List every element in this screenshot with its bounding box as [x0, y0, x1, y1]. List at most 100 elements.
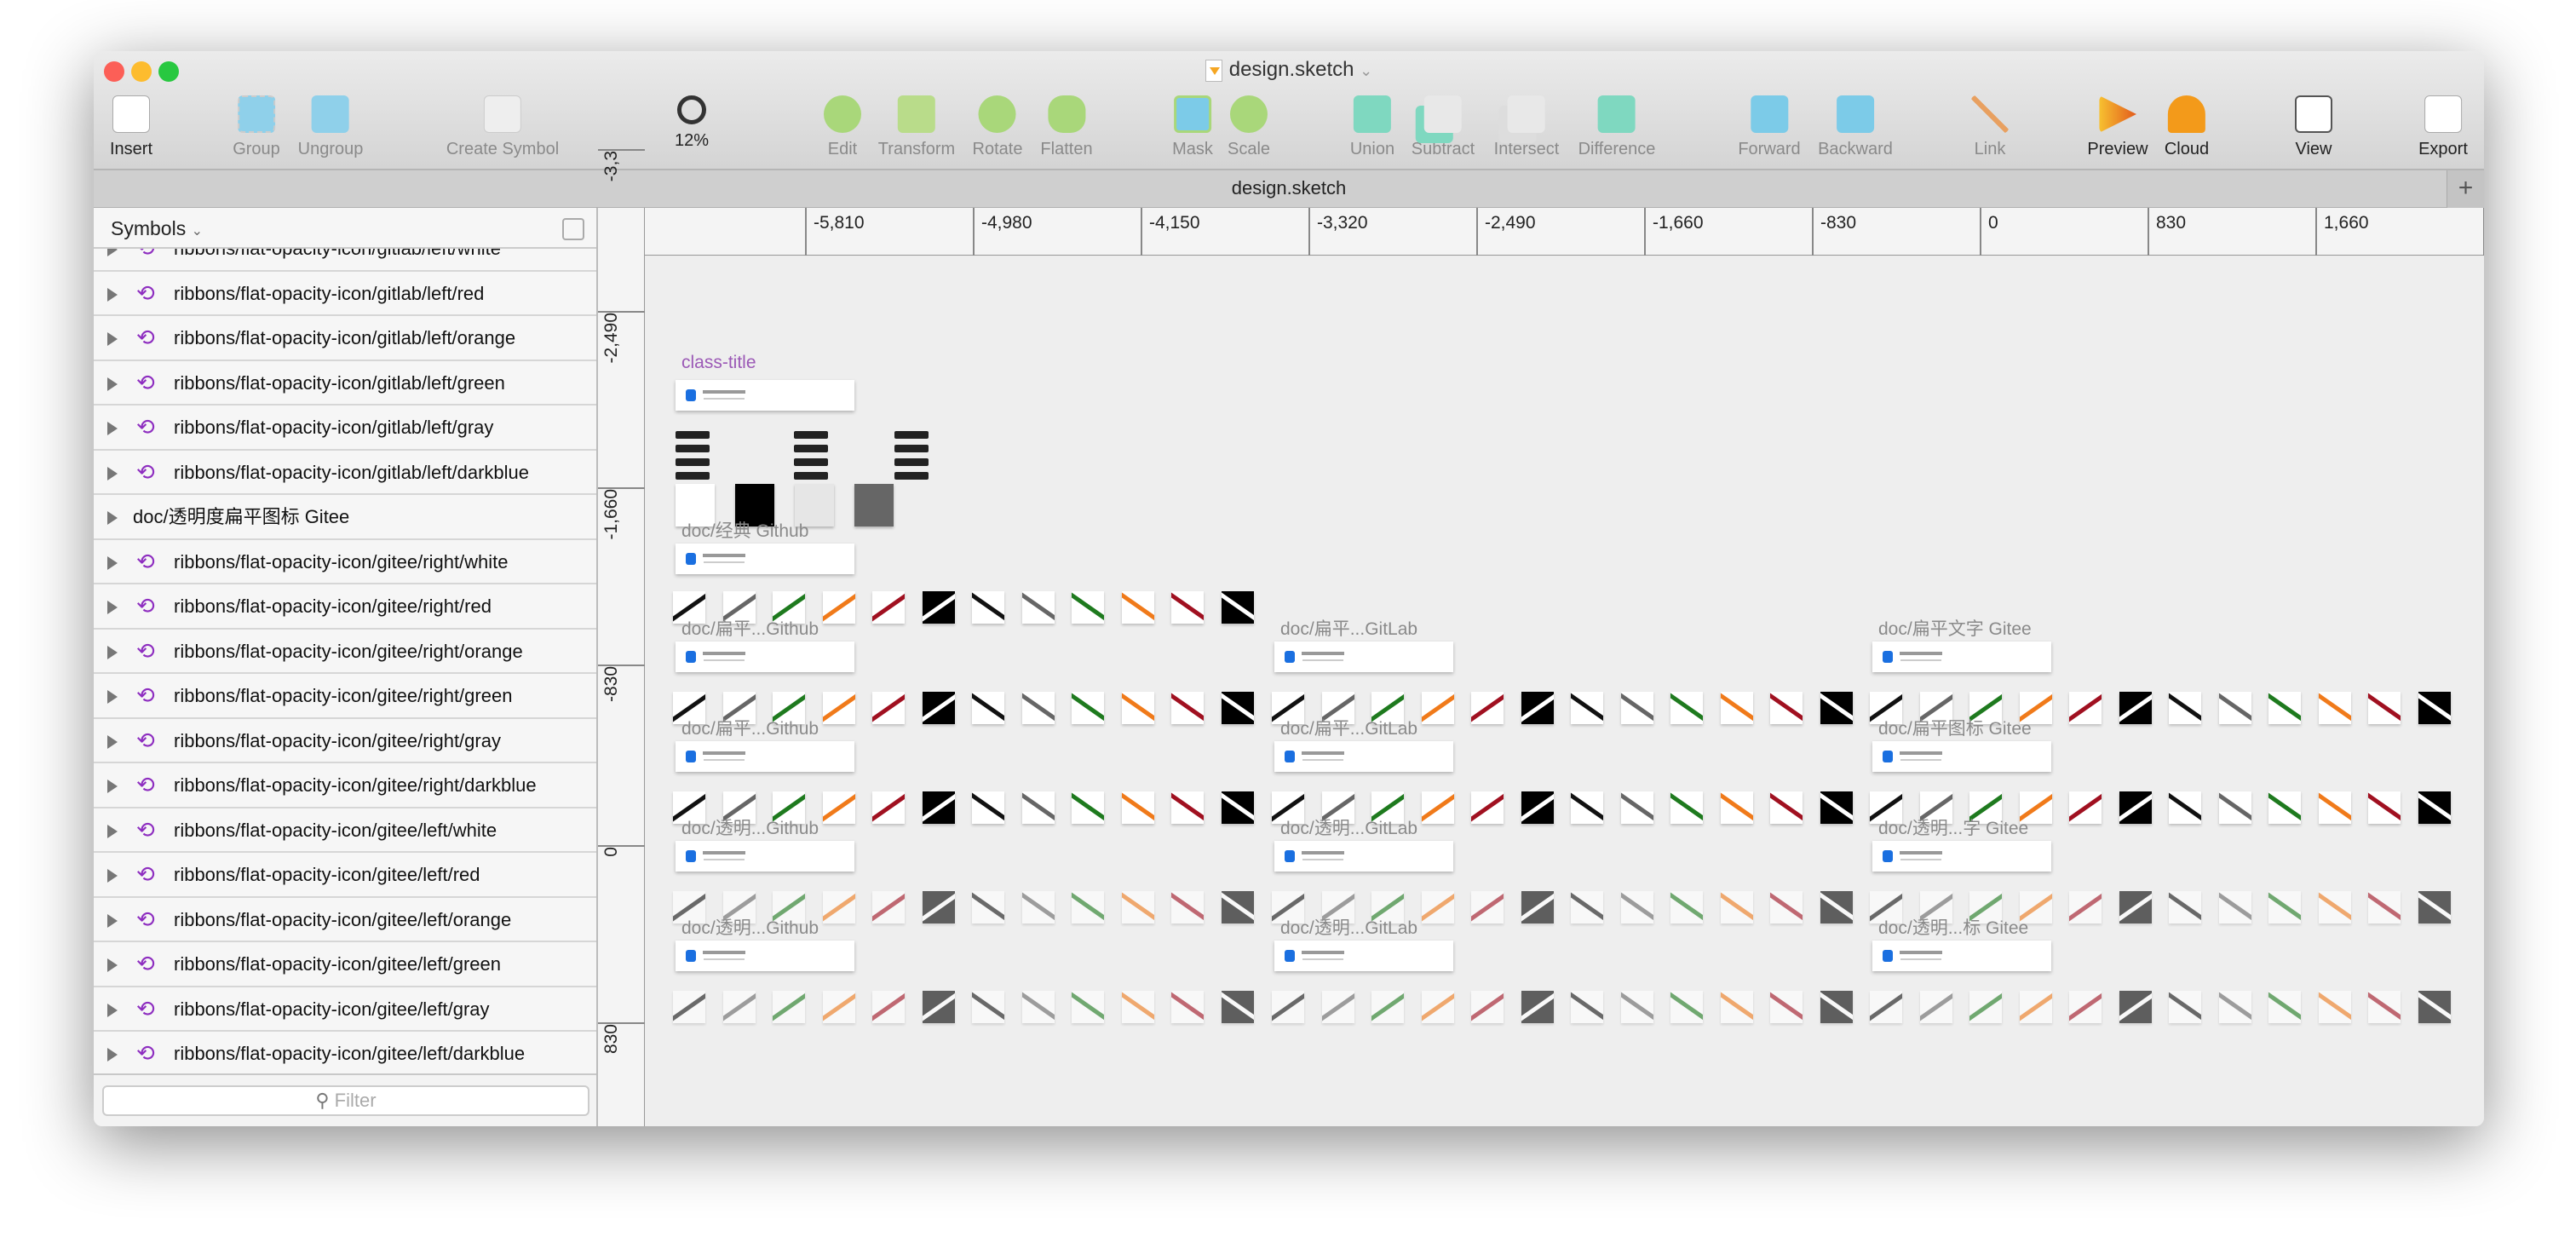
symbol-layer[interactable]: ⟲ ribbons/flat-opacity-icon/gitee/right/g…	[94, 674, 596, 719]
ribbon-symbol[interactable]	[1221, 891, 1254, 923]
ribbon-symbol[interactable]	[673, 591, 705, 624]
disclosure-triangle-icon[interactable]	[107, 511, 118, 525]
ribbon-symbol[interactable]	[1620, 791, 1653, 824]
ribbon-symbol[interactable]	[1820, 791, 1853, 824]
disclosure-triangle-icon[interactable]	[107, 377, 118, 391]
ribbon-symbol[interactable]	[2069, 891, 2102, 923]
forward-button[interactable]: Forward	[1738, 95, 1801, 159]
ribbon-symbol[interactable]	[2268, 692, 2301, 724]
ribbon-symbol[interactable]	[2418, 692, 2451, 724]
symbol-layer[interactable]: ⟲ ribbons/flat-opacity-icon/gitee/right/w…	[94, 540, 596, 584]
page-selector[interactable]: Symbols ⌄	[94, 208, 596, 249]
ribbon-symbol[interactable]	[1221, 791, 1254, 824]
doc-card[interactable]	[1274, 642, 1453, 672]
disclosure-triangle-icon[interactable]	[107, 555, 118, 570]
ribbon-symbol[interactable]	[1720, 991, 1753, 1023]
badge-sample[interactable]	[794, 472, 828, 480]
ribbon-symbol[interactable]	[1471, 991, 1504, 1023]
ribbon-symbol[interactable]	[1321, 991, 1354, 1023]
ribbon-symbol[interactable]	[1421, 891, 1454, 923]
ribbon-symbol[interactable]	[972, 891, 1004, 923]
ribbon-symbol[interactable]	[722, 791, 756, 824]
ribbon-symbol[interactable]	[2268, 791, 2301, 824]
ribbon-symbol[interactable]	[972, 991, 1004, 1023]
transform-button[interactable]: Transform	[878, 95, 955, 159]
ribbon-symbol[interactable]	[2119, 991, 2152, 1023]
top-ruler[interactable]: -5,810 -4,980 -4,150 -3,320 -2,490 -1,660 -830…	[645, 208, 2484, 256]
ribbon-symbol[interactable]	[1870, 692, 1902, 724]
disclosure-triangle-icon[interactable]	[107, 690, 118, 704]
ribbon-symbol[interactable]	[1870, 891, 1902, 923]
link-button[interactable]: Link	[1971, 95, 2009, 159]
ribbon-symbol[interactable]	[1221, 591, 1254, 624]
badge-sample[interactable]	[842, 431, 876, 439]
create-symbol-button[interactable]: Create Symbol	[446, 95, 559, 159]
disclosure-triangle-icon[interactable]	[107, 422, 118, 435]
left-ruler[interactable]: -3,3 -2,490 -1,660 -830 0 830	[598, 149, 645, 1126]
ribbon-symbol[interactable]	[1770, 692, 1803, 724]
ribbon-symbol[interactable]	[1969, 991, 2002, 1023]
ribbon-symbol[interactable]	[1969, 791, 2002, 824]
ribbon-symbol[interactable]	[2268, 891, 2301, 923]
symbol-layer[interactable]: ⟲ ribbons/flat-opacity-icon/gitlab/left/r…	[94, 272, 596, 316]
filter-input[interactable]: ⚲ Filter	[102, 1085, 589, 1116]
ribbon-symbol[interactable]	[1421, 991, 1454, 1023]
ribbon-symbol[interactable]	[2418, 991, 2451, 1023]
ribbon-symbol[interactable]	[1720, 891, 1753, 923]
ribbon-symbol[interactable]	[2169, 891, 2201, 923]
disclosure-triangle-icon[interactable]	[107, 287, 118, 302]
ribbon-symbol[interactable]	[2019, 991, 2052, 1023]
badge-sample[interactable]	[842, 472, 876, 480]
symbol-layer[interactable]: ⟲ ribbons/flat-opacity-icon/gitee/right/o…	[94, 630, 596, 674]
ribbon-symbol[interactable]	[1371, 791, 1404, 824]
ribbon-symbol[interactable]	[1072, 591, 1104, 624]
ribbon-symbol[interactable]	[1072, 991, 1104, 1023]
group-button[interactable]: Group	[233, 95, 280, 159]
zoom-button[interactable]: 12%	[675, 95, 709, 151]
ribbon-symbol[interactable]	[2019, 791, 2052, 824]
badge-sample[interactable]	[676, 458, 710, 466]
insert-button[interactable]: Insert	[110, 95, 152, 159]
ribbon-symbol[interactable]	[1021, 891, 1055, 923]
ribbon-symbol[interactable]	[1171, 991, 1204, 1023]
ribbon-symbol[interactable]	[1421, 791, 1454, 824]
disclosure-triangle-icon[interactable]	[107, 913, 118, 928]
ribbon-symbol[interactable]	[1521, 692, 1554, 724]
ribbon-symbol[interactable]	[1121, 692, 1154, 724]
badge-sample[interactable]	[894, 458, 929, 466]
ribbon-symbol[interactable]	[2218, 891, 2251, 923]
disclosure-triangle-icon[interactable]	[107, 332, 118, 346]
ribbon-symbol[interactable]	[2368, 791, 2401, 824]
ribbon-symbol[interactable]	[2218, 791, 2251, 824]
doc-card[interactable]	[676, 642, 854, 672]
badge-sample[interactable]	[722, 445, 756, 452]
ribbon-symbol[interactable]	[2169, 692, 2201, 724]
ribbon-symbol[interactable]	[2318, 791, 2351, 824]
ribbon-symbol[interactable]	[872, 591, 905, 624]
badge-sample[interactable]	[842, 445, 876, 452]
canvas[interactable]: class-title doc/经典 Github doc/扁平...Github d…	[646, 256, 2484, 1126]
ribbon-symbol[interactable]	[872, 692, 905, 724]
theme-sample[interactable]	[676, 484, 715, 526]
ribbon-symbol[interactable]	[1272, 692, 1304, 724]
ribbon-symbol[interactable]	[773, 591, 805, 624]
close-button[interactable]	[104, 61, 124, 82]
ribbon-symbol[interactable]	[1371, 991, 1404, 1023]
ribbon-symbol[interactable]	[773, 692, 805, 724]
ribbon-symbol[interactable]	[1670, 791, 1703, 824]
ribbon-symbol[interactable]	[1072, 692, 1104, 724]
collapse-button[interactable]	[562, 218, 584, 240]
disclosure-triangle-icon[interactable]	[107, 645, 118, 659]
symbol-layer[interactable]: ⟲ ribbons/flat-opacity-icon/gitee/left/or…	[94, 898, 596, 942]
doc-card[interactable]	[676, 841, 854, 872]
ribbon-symbol[interactable]	[1021, 991, 1055, 1023]
ribbon-symbol[interactable]	[872, 891, 905, 923]
ribbon-symbol[interactable]	[1969, 891, 2002, 923]
ribbon-symbol[interactable]	[773, 791, 805, 824]
rotate-button[interactable]: Rotate	[973, 95, 1022, 159]
disclosure-triangle-icon[interactable]	[107, 734, 118, 749]
intersect-button[interactable]: Intersect	[1494, 95, 1559, 159]
ribbon-symbol[interactable]	[972, 591, 1004, 624]
ribbon-symbol[interactable]	[1321, 692, 1354, 724]
subtract-button[interactable]: Subtract	[1412, 95, 1475, 159]
